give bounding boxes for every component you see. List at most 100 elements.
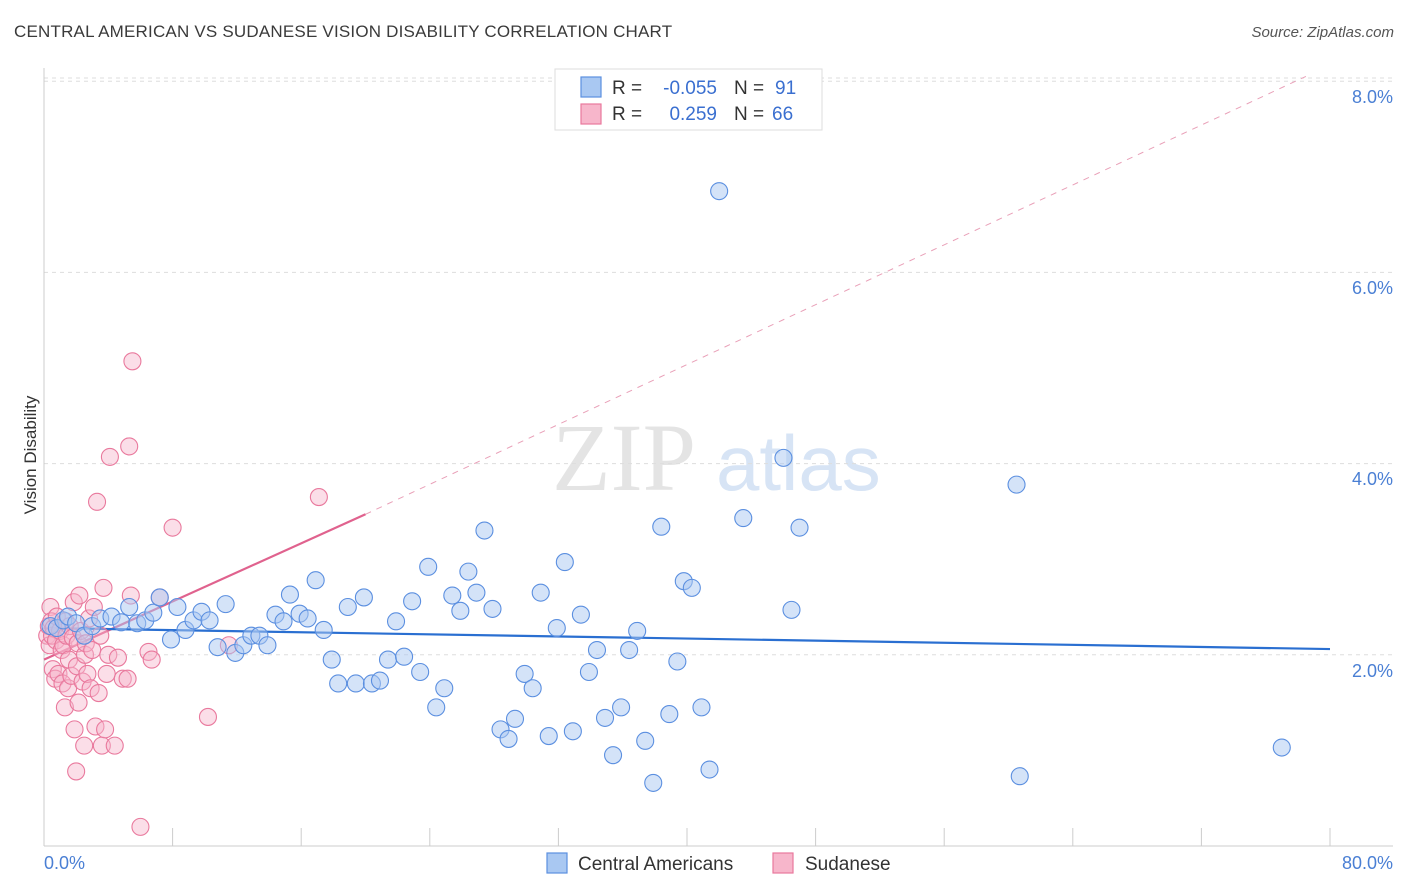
data-point-central-americans bbox=[411, 662, 430, 682]
data-point-central-americans bbox=[774, 448, 793, 467]
data-point-central-americans bbox=[419, 557, 438, 576]
data-point-sudanese bbox=[70, 586, 89, 605]
data-point-central-americans bbox=[505, 709, 525, 728]
source-label: Source: ZipAtlas.com bbox=[1251, 24, 1394, 41]
data-point-sudanese bbox=[123, 352, 142, 371]
legend-swatch-blue bbox=[580, 76, 602, 98]
data-point-sudanese bbox=[69, 693, 88, 712]
data-point-sudanese bbox=[105, 736, 124, 755]
trend-line-sudanese-extension bbox=[365, 75, 1307, 515]
data-point-central-americans bbox=[579, 662, 598, 682]
legend-r-value-pink: 0.259 bbox=[669, 104, 717, 125]
data-point-central-americans bbox=[280, 585, 299, 604]
data-point-central-americans bbox=[435, 679, 454, 698]
data-point-sudanese bbox=[65, 720, 84, 739]
data-point-central-americans bbox=[571, 605, 590, 624]
data-point-central-americans bbox=[467, 583, 486, 602]
data-point-sudanese bbox=[78, 664, 97, 683]
data-point-central-americans bbox=[112, 613, 131, 632]
x-tick-label-min: 0.0% bbox=[44, 853, 85, 873]
legend-bottom-label-blue: Central Americans bbox=[578, 854, 733, 875]
watermark-zip: ZIP bbox=[552, 404, 696, 511]
series-legend: Central Americans Sudanese bbox=[546, 852, 891, 875]
data-point-central-americans bbox=[354, 588, 373, 607]
data-point-central-americans bbox=[483, 599, 502, 618]
legend-swatch-pink bbox=[580, 103, 602, 125]
data-point-central-americans bbox=[378, 650, 398, 669]
data-point-central-americans bbox=[595, 708, 615, 727]
legend-bottom-swatch-blue bbox=[546, 852, 568, 874]
data-point-central-americans bbox=[604, 746, 623, 765]
legend-n-label-pink: N = bbox=[734, 104, 764, 125]
data-point-central-americans bbox=[306, 571, 325, 590]
legend-r-label-blue: R = bbox=[612, 78, 642, 99]
legend-n-value-pink: 66 bbox=[772, 104, 793, 125]
y-tick-label-2: 2.0% bbox=[1352, 661, 1393, 681]
legend-n-label-blue: N = bbox=[734, 78, 764, 99]
data-point-central-americans bbox=[628, 621, 647, 640]
axes bbox=[43, 68, 1393, 847]
data-point-central-americans bbox=[338, 597, 357, 617]
legend-r-label-pink: R = bbox=[612, 104, 642, 125]
y-tick-label-4: 4.0% bbox=[1352, 469, 1393, 489]
data-point-sudanese bbox=[120, 437, 139, 456]
data-point-central-americans bbox=[499, 729, 518, 748]
data-point-central-americans bbox=[547, 618, 566, 638]
y-axis-title: Vision Disability bbox=[21, 395, 40, 514]
data-point-sudanese bbox=[67, 762, 86, 781]
data-point-central-americans bbox=[644, 773, 663, 792]
data-point-sudanese bbox=[96, 720, 115, 739]
data-point-central-americans bbox=[346, 674, 365, 693]
data-point-central-americans bbox=[329, 674, 348, 693]
trend-lines bbox=[43, 75, 1331, 661]
data-point-central-americans bbox=[168, 597, 187, 617]
data-point-central-americans bbox=[539, 727, 558, 746]
data-point-sudanese bbox=[75, 736, 94, 755]
data-point-central-americans bbox=[150, 588, 169, 607]
data-point-sudanese bbox=[108, 648, 127, 667]
data-point-central-americans bbox=[475, 521, 494, 540]
data-point-central-americans bbox=[636, 731, 655, 750]
data-point-central-americans bbox=[258, 636, 277, 655]
data-point-central-americans bbox=[668, 652, 687, 671]
data-point-central-americans bbox=[274, 612, 293, 631]
data-point-central-americans bbox=[443, 586, 462, 605]
data-point-central-americans bbox=[298, 609, 317, 628]
watermark-atlas: atlas bbox=[716, 419, 881, 507]
data-point-central-americans bbox=[144, 603, 163, 622]
data-point-central-americans bbox=[682, 578, 701, 597]
data-point-sudanese bbox=[62, 666, 81, 685]
data-point-sudanese bbox=[118, 669, 137, 688]
data-point-central-americans bbox=[314, 620, 333, 639]
y-tick-label-6: 6.0% bbox=[1352, 278, 1393, 298]
data-point-sudanese bbox=[97, 664, 116, 683]
data-point-central-americans bbox=[587, 640, 607, 660]
x-tick-label-max: 80.0% bbox=[1342, 853, 1393, 873]
data-point-central-americans bbox=[403, 592, 422, 611]
data-point-central-americans bbox=[734, 509, 753, 528]
data-point-sudanese bbox=[131, 817, 150, 836]
data-point-central-americans bbox=[692, 698, 711, 717]
data-point-central-americans bbox=[459, 562, 478, 581]
data-point-central-americans bbox=[652, 517, 671, 536]
data-point-sudanese bbox=[113, 669, 132, 688]
data-point-central-americans bbox=[1010, 767, 1029, 786]
data-point-central-americans bbox=[523, 679, 542, 698]
data-point-central-americans bbox=[216, 595, 235, 614]
data-point-central-americans bbox=[782, 600, 801, 619]
data-point-central-americans bbox=[370, 671, 390, 690]
data-point-central-americans bbox=[451, 601, 470, 620]
data-point-central-americans bbox=[1272, 738, 1291, 757]
data-point-sudanese bbox=[94, 578, 113, 597]
data-point-central-americans bbox=[710, 182, 729, 201]
data-point-central-americans bbox=[790, 518, 809, 537]
legend-r-value-blue: -0.055 bbox=[663, 78, 717, 99]
data-point-central-americans bbox=[531, 583, 550, 602]
data-point-central-americans bbox=[515, 664, 534, 683]
data-point-sudanese bbox=[87, 492, 107, 511]
data-point-central-americans bbox=[322, 650, 341, 669]
data-point-central-americans bbox=[555, 553, 574, 572]
data-point-sudanese bbox=[309, 488, 328, 507]
data-point-sudanese bbox=[100, 447, 119, 466]
